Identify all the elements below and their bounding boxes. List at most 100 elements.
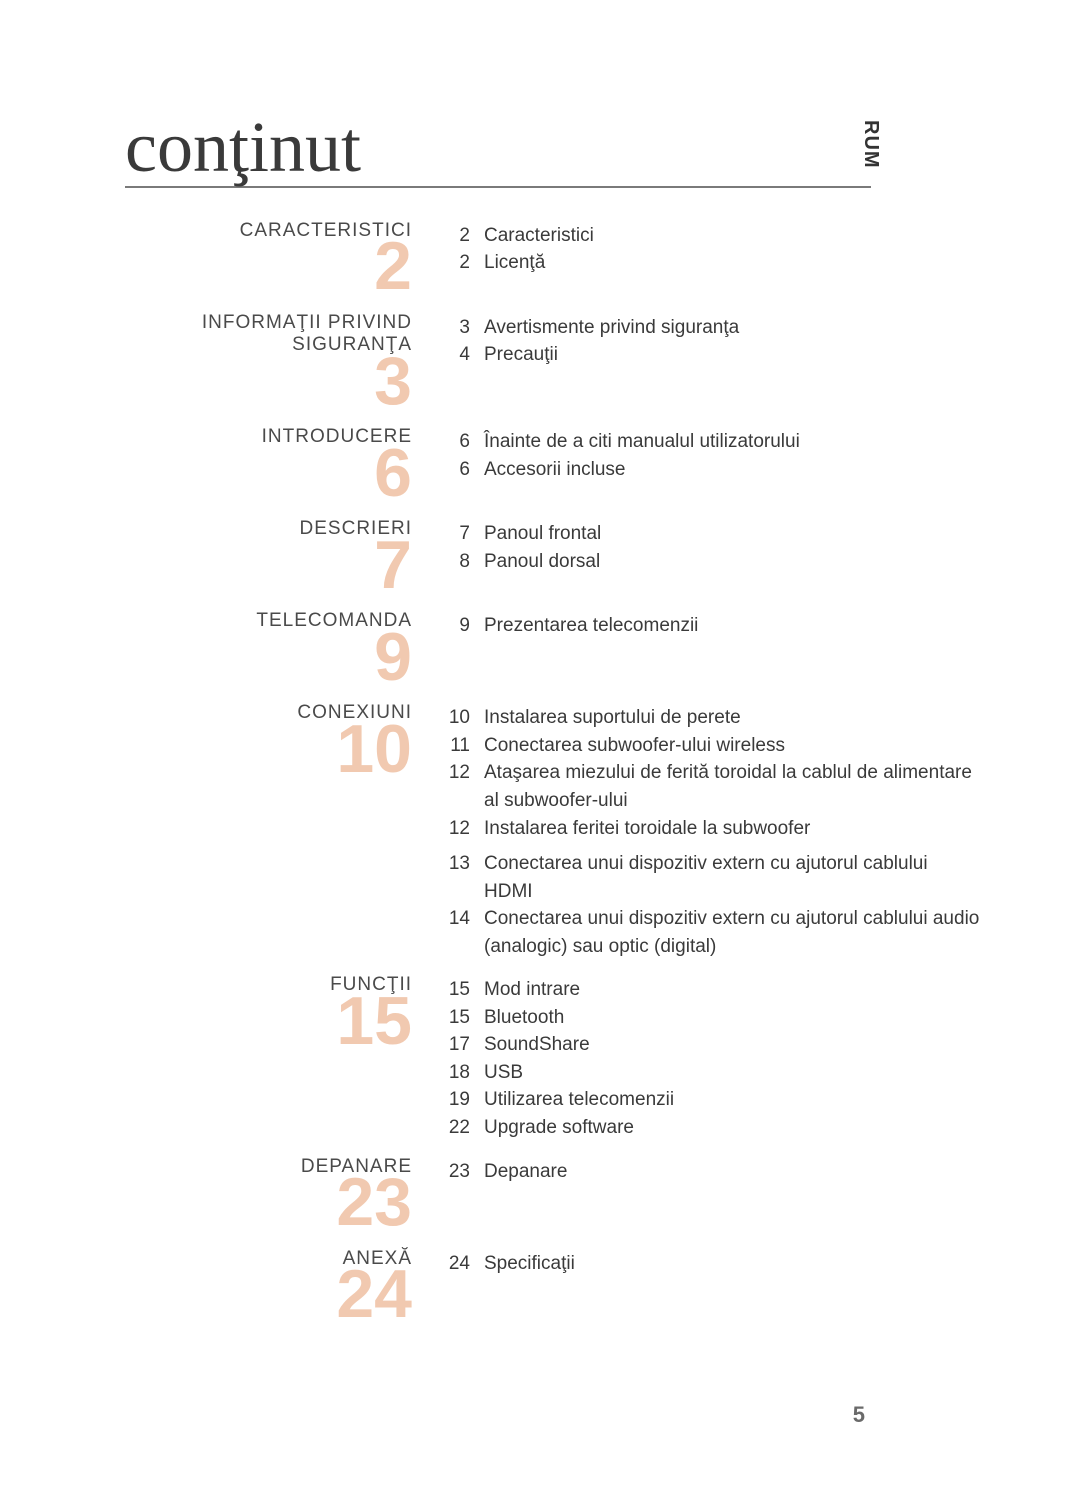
section-left: FUNCŢII15 (130, 974, 440, 1052)
section-number: 24 (130, 1264, 412, 1325)
toc-section: FUNCŢII1515 Mod intrare 15 Bluetooth 17 Sound… (130, 974, 980, 1141)
toc-entry: 12 Ataşarea miezului de ferită toroidal l… (440, 759, 980, 814)
toc-section: ANEXĂ2424 Specificaţii (130, 1248, 980, 1326)
toc-section: INFORMAŢII PRIVIND SIGURANŢA33 Avertismen… (130, 312, 980, 413)
entry-page: 9 (440, 612, 470, 640)
toc-entry: 18USB (440, 1059, 980, 1087)
section-left: TELECOMANDA9 (130, 610, 440, 688)
entry-text: Mod intrare (484, 976, 980, 1004)
toc-entry: 13 Conectarea unui dispozitiv extern cu a… (440, 850, 980, 905)
entry-page: 3 (440, 314, 470, 342)
entry-text: Depanare (484, 1158, 980, 1186)
toc-entry: 8 Panoul dorsal (440, 548, 980, 576)
toc-entry: 11 Conectarea subwoofer-ului wireless (440, 732, 980, 760)
entry-text: SoundShare (484, 1031, 980, 1059)
toc-entry: 2Licenţă (440, 249, 980, 277)
section-number: 15 (130, 991, 412, 1052)
entry-page: 14 (440, 905, 470, 960)
page-title: conţinut (125, 110, 871, 188)
section-left: INTRODUCERE6 (130, 426, 440, 504)
entry-page: 2 (440, 222, 470, 250)
toc-entry: 6Accesorii incluse (440, 456, 980, 484)
entry-page: 23 (440, 1158, 470, 1186)
toc-entry: 15 Mod intrare (440, 976, 980, 1004)
toc-entry: 17 SoundShare (440, 1031, 980, 1059)
side-tab: RUM (859, 120, 882, 169)
entry-text: Specificaţii (484, 1250, 980, 1278)
toc-section: DEPANARE2323 Depanare (130, 1156, 980, 1234)
toc-entry: 23 Depanare (440, 1158, 980, 1186)
entry-text: Instalarea suportului de perete (484, 704, 980, 732)
section-entries: 23 Depanare (440, 1156, 980, 1186)
section-entries: 2 Caracteristici2Licenţă (440, 220, 980, 277)
entry-page: 22 (440, 1114, 470, 1142)
entry-text: USB (484, 1059, 980, 1087)
section-number: 7 (130, 535, 412, 596)
entry-text: Bluetooth (484, 1004, 980, 1032)
section-entries: 24 Specificaţii (440, 1248, 980, 1278)
entry-text: Panoul dorsal (484, 548, 980, 576)
entry-page: 19 (440, 1086, 470, 1114)
toc-section: TELECOMANDA99 Prezentarea telecomenzii (130, 610, 980, 688)
page: RUM conţinut CARACTERISTICI22 Caracterist… (0, 0, 1080, 1488)
toc-entry: 14 Conectarea unui dispozitiv extern cu a… (440, 905, 980, 960)
section-left: DESCRIERI7 (130, 518, 440, 596)
entry-text: Avertismente privind siguranţa (484, 314, 980, 342)
entry-text: Caracteristici (484, 222, 980, 250)
entry-page: 8 (440, 548, 470, 576)
entry-text: Conectarea unui dispozitiv extern cu aju… (484, 905, 980, 960)
toc-section: CONEXIUNI1010 Instalarea suportului de pe… (130, 702, 980, 960)
entry-text: Ataşarea miezului de ferită toroidal la … (484, 759, 980, 814)
toc-entry: 10 Instalarea suportului de perete (440, 704, 980, 732)
section-left: INFORMAŢII PRIVIND SIGURANŢA3 (130, 312, 440, 413)
section-number: 3 (130, 351, 412, 412)
entry-text: Conectarea unui dispozitiv extern cu aju… (484, 850, 980, 905)
table-of-contents: CARACTERISTICI22Caracteristici2LicenţăIN… (130, 220, 980, 1326)
toc-entry: 2 Caracteristici (440, 222, 980, 250)
entry-text: Utilizarea telecomenzii (484, 1086, 980, 1114)
entry-page: 12 (440, 815, 470, 843)
toc-entry: 9 Prezentarea telecomenzii (440, 612, 980, 640)
entry-page: 12 (440, 759, 470, 814)
toc-entry: 22 Upgrade software (440, 1114, 980, 1142)
entry-text: Licenţă (484, 249, 980, 277)
section-entries: 7Panoul frontal8Panoul dorsal (440, 518, 980, 575)
toc-section: CARACTERISTICI22Caracteristici2Licenţă (130, 220, 980, 298)
entry-page: 4 (440, 341, 470, 369)
entry-page: 6 (440, 428, 470, 456)
entry-gap (440, 842, 980, 850)
section-left: DEPANARE23 (130, 1156, 440, 1234)
section-left: ANEXĂ24 (130, 1248, 440, 1326)
toc-entry: 6 Înainte de a citi manualul utilizatorul… (440, 428, 980, 456)
section-entries: 9 Prezentarea telecomenzii (440, 610, 980, 640)
toc-section: INTRODUCERE66 Înainte de a citi manualul … (130, 426, 980, 504)
toc-entry: 3 Avertismente privind siguranţa (440, 314, 980, 342)
section-left: CONEXIUNI10 (130, 702, 440, 780)
toc-entry: 15 Bluetooth (440, 1004, 980, 1032)
section-entries: 6 Înainte de a citi manualul utilizatorul… (440, 426, 980, 483)
entry-text: Precauţii (484, 341, 980, 369)
section-number: 23 (130, 1172, 412, 1233)
section-number: 2 (130, 236, 412, 297)
entry-text: Upgrade software (484, 1114, 980, 1142)
entry-text: Prezentarea telecomenzii (484, 612, 980, 640)
entry-page: 24 (440, 1250, 470, 1278)
section-number: 6 (130, 443, 412, 504)
entry-page: 15 (440, 1004, 470, 1032)
toc-entry: 24 Specificaţii (440, 1250, 980, 1278)
entry-page: 13 (440, 850, 470, 905)
entry-page: 10 (440, 704, 470, 732)
entry-page: 7 (440, 520, 470, 548)
section-left: CARACTERISTICI2 (130, 220, 440, 298)
entry-page: 11 (440, 732, 470, 760)
entry-text: Conectarea subwoofer-ului wireless (484, 732, 980, 760)
toc-entry: 12Instalarea feritei toroidale la subwoo… (440, 815, 980, 843)
entry-text: Înainte de a citi manualul utilizatorulu… (484, 428, 980, 456)
entry-page: 17 (440, 1031, 470, 1059)
toc-entry: 4 Precauţii (440, 341, 980, 369)
section-entries: 3 Avertismente privind siguranţa 4 Precauţi… (440, 312, 980, 369)
section-number: 9 (130, 627, 412, 688)
section-number: 10 (130, 719, 412, 780)
entry-page: 15 (440, 976, 470, 1004)
page-number: 5 (853, 1402, 865, 1428)
